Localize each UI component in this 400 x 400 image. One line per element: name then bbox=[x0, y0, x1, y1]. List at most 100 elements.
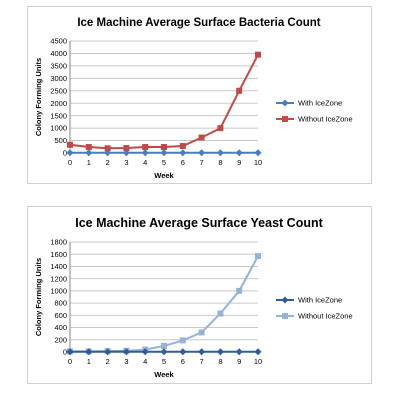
data-point-with-icezone bbox=[198, 149, 206, 157]
data-point-without-icezone bbox=[198, 329, 205, 336]
data-point-with-icezone bbox=[104, 149, 112, 157]
data-point-with-icezone bbox=[85, 348, 93, 356]
y-tick-label: 400 bbox=[54, 323, 67, 332]
data-point-without-icezone bbox=[217, 125, 224, 132]
data-point-without-icezone bbox=[123, 145, 130, 152]
data-point-with-icezone bbox=[179, 348, 187, 356]
x-tick-label: 4 bbox=[143, 158, 147, 167]
x-tick-label: 1 bbox=[87, 158, 91, 167]
data-point-without-icezone bbox=[198, 134, 205, 141]
data-point-with-icezone bbox=[216, 149, 224, 157]
y-tick-label: 3000 bbox=[50, 74, 67, 83]
data-point-with-icezone bbox=[254, 149, 262, 157]
data-point-without-icezone bbox=[179, 143, 186, 150]
x-tick-label: 1 bbox=[87, 357, 91, 366]
x-tick-label: 5 bbox=[162, 357, 166, 366]
y-axis-label: Colony Forming Units bbox=[34, 258, 43, 336]
y-tick-label: 2500 bbox=[50, 86, 67, 95]
data-point-without-icezone bbox=[104, 145, 111, 152]
data-point-without-icezone bbox=[255, 51, 261, 58]
y-tick-label: 1600 bbox=[50, 250, 67, 259]
y-tick-label: 1200 bbox=[50, 274, 67, 283]
data-point-with-icezone bbox=[198, 348, 206, 356]
data-point-with-icezone bbox=[122, 149, 130, 157]
y-tick-label: 0 bbox=[63, 149, 67, 158]
data-point-without-icezone bbox=[217, 310, 224, 317]
x-tick-label: 7 bbox=[200, 158, 204, 167]
x-tick-label: 9 bbox=[237, 158, 241, 167]
x-tick-label: 8 bbox=[218, 158, 222, 167]
data-point-with-icezone bbox=[179, 149, 187, 157]
data-point-with-icezone bbox=[160, 348, 168, 356]
legend-label-without-icezone: Without IceZone bbox=[298, 312, 353, 321]
bacteria-chart-panel: Ice Machine Average Surface Bacteria Cou… bbox=[27, 6, 372, 184]
y-tick-label: 500 bbox=[54, 136, 67, 145]
y-tick-label: 3500 bbox=[50, 61, 67, 70]
data-point-with-icezone bbox=[235, 149, 243, 157]
x-tick-label: 4 bbox=[143, 357, 147, 366]
chart-title: Ice Machine Average Surface Bacteria Cou… bbox=[77, 17, 320, 29]
y-tick-label: 200 bbox=[54, 335, 67, 344]
x-tick-label: 3 bbox=[124, 158, 128, 167]
legend-marker-with-icezone bbox=[281, 296, 289, 304]
x-tick-label: 3 bbox=[124, 357, 128, 366]
x-tick-label: 7 bbox=[200, 357, 204, 366]
legend-label-with-icezone: With IceZone bbox=[298, 99, 342, 108]
y-axis-label: Colony Forming Units bbox=[34, 58, 43, 136]
data-point-with-icezone bbox=[141, 149, 149, 157]
data-point-without-icezone bbox=[161, 342, 167, 349]
series-line-without-icezone bbox=[69, 54, 259, 150]
y-tick-label: 0 bbox=[63, 348, 67, 357]
x-tick-label: 2 bbox=[106, 158, 110, 167]
legend-label-with-icezone: With IceZone bbox=[298, 296, 342, 305]
x-tick-label: 0 bbox=[68, 158, 72, 167]
yeast-chart-panel: Ice Machine Average Surface Yeast Count 0… bbox=[27, 206, 372, 384]
data-point-without-icezone bbox=[179, 337, 186, 344]
data-point-with-icezone bbox=[216, 348, 224, 356]
x-tick-label: 9 bbox=[237, 357, 241, 366]
y-tick-label: 1400 bbox=[50, 262, 67, 271]
x-axis-label: Week bbox=[154, 370, 174, 379]
x-tick-label: 2 bbox=[106, 357, 110, 366]
data-point-without-icezone bbox=[142, 144, 149, 151]
x-tick-label: 0 bbox=[68, 357, 72, 366]
data-point-without-icezone bbox=[236, 87, 243, 94]
data-point-with-icezone bbox=[141, 348, 149, 356]
y-tick-label: 1000 bbox=[50, 124, 67, 133]
data-point-with-icezone bbox=[66, 348, 74, 356]
data-point-without-icezone bbox=[161, 144, 167, 151]
bacteria-chart: Ice Machine Average Surface Bacteria Cou… bbox=[34, 17, 353, 180]
y-tick-label: 1500 bbox=[50, 111, 67, 120]
legend-label-without-icezone: Without IceZone bbox=[298, 115, 353, 124]
data-point-with-icezone bbox=[254, 348, 262, 356]
x-tick-label: 6 bbox=[181, 357, 185, 366]
series-line-without-icezone bbox=[70, 255, 259, 353]
y-tick-label: 600 bbox=[54, 311, 67, 320]
legend-marker-with-icezone bbox=[281, 99, 289, 107]
data-point-with-icezone bbox=[85, 149, 93, 157]
x-tick-label: 6 bbox=[181, 158, 185, 167]
x-tick-label: 10 bbox=[254, 357, 262, 366]
y-tick-label: 4000 bbox=[50, 49, 67, 58]
y-tick-label: 2000 bbox=[50, 99, 67, 108]
x-axis-label: Week bbox=[154, 171, 174, 180]
legend-marker-without-icezone bbox=[282, 116, 288, 122]
y-tick-label: 4500 bbox=[50, 37, 67, 46]
y-tick-label: 1800 bbox=[50, 238, 67, 247]
data-point-with-icezone bbox=[66, 149, 74, 157]
y-tick-label: 1000 bbox=[50, 286, 67, 295]
data-point-with-icezone bbox=[160, 149, 168, 157]
data-point-without-icezone bbox=[236, 287, 243, 294]
data-point-with-icezone bbox=[122, 348, 130, 356]
chart-title: Ice Machine Average Surface Yeast Count bbox=[75, 216, 323, 230]
x-tick-label: 5 bbox=[162, 158, 166, 167]
x-tick-label: 10 bbox=[254, 158, 262, 167]
data-point-with-icezone bbox=[235, 348, 243, 356]
data-point-without-icezone bbox=[67, 141, 73, 148]
data-point-with-icezone bbox=[104, 348, 112, 356]
data-point-without-icezone bbox=[255, 253, 261, 260]
x-tick-label: 8 bbox=[218, 357, 222, 366]
y-tick-label: 800 bbox=[54, 299, 67, 308]
legend-marker-without-icezone bbox=[282, 313, 288, 319]
yeast-chart: Ice Machine Average Surface Yeast Count 0… bbox=[34, 216, 353, 379]
